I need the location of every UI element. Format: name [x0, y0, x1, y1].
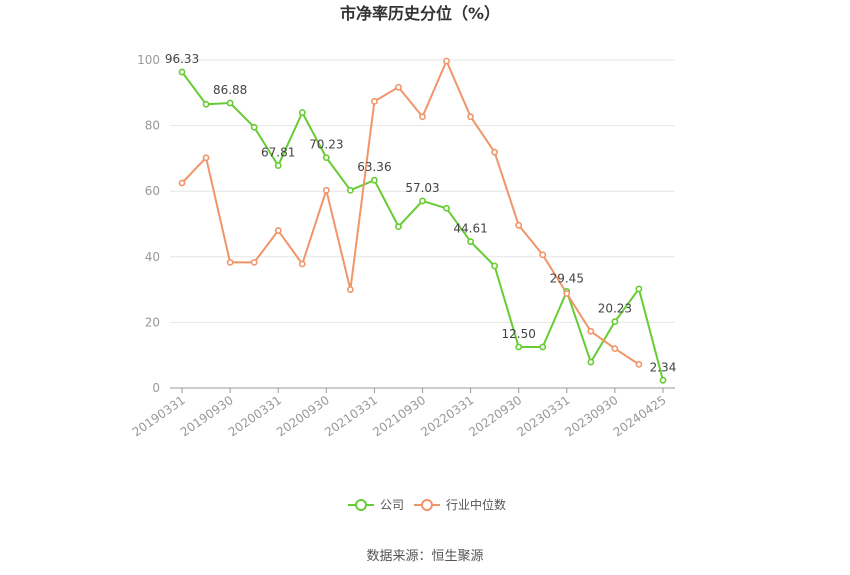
data-point[interactable]	[274, 162, 282, 169]
data-label: 67.81	[261, 146, 295, 160]
data-point[interactable]	[515, 221, 523, 229]
data-point[interactable]	[346, 286, 354, 293]
data-point[interactable]	[395, 223, 402, 231]
data-label: 12.50	[502, 327, 536, 341]
data-point[interactable]	[611, 345, 619, 353]
y-tick-label: 80	[145, 119, 160, 133]
axes: 0 20 40 60 80 100 2019033120190930202003312020…	[130, 53, 675, 439]
data-point[interactable]	[178, 179, 186, 187]
data-point[interactable]	[539, 251, 547, 259]
data-labels: 96.33 86.88 67.81 70.23 63.36 57.03 44.61 12.50…	[165, 52, 676, 374]
legend-swatch-marker	[355, 499, 367, 511]
data-point[interactable]	[202, 154, 210, 162]
series-layer	[178, 57, 667, 384]
data-label: 96.33	[165, 52, 199, 66]
y-tick-label: 60	[145, 184, 160, 198]
x-tick-label: 20190930	[178, 393, 236, 440]
x-tick-label: 20190331	[130, 393, 188, 440]
data-point[interactable]	[587, 327, 595, 335]
data-point[interactable]	[611, 318, 619, 326]
data-point[interactable]	[322, 186, 330, 194]
y-tick-label: 20	[145, 315, 160, 329]
data-point[interactable]	[226, 99, 234, 107]
data-point[interactable]	[298, 109, 306, 116]
data-point[interactable]	[250, 123, 258, 131]
legend-label[interactable]: 行业中位数	[446, 497, 506, 512]
data-point[interactable]	[467, 238, 474, 246]
data-point[interactable]	[563, 290, 571, 297]
legend-label[interactable]: 公司	[380, 498, 404, 512]
data-point[interactable]	[202, 100, 210, 108]
data-point[interactable]	[322, 154, 330, 162]
data-point[interactable]	[467, 113, 474, 121]
y-tick-label: 100	[137, 53, 160, 67]
x-tick-label: 20210930	[370, 393, 428, 440]
data-point[interactable]	[635, 360, 643, 368]
y-tick-label: 0	[152, 381, 160, 395]
data-point[interactable]	[587, 358, 595, 366]
x-tick-label: 20230930	[563, 393, 621, 440]
data-point[interactable]	[659, 376, 667, 384]
data-label: 63.36	[357, 160, 391, 174]
data-point[interactable]	[298, 260, 306, 268]
series-line-1	[181, 60, 640, 366]
data-point[interactable]	[371, 97, 378, 105]
chart-title: 市净率历史分位（%）	[340, 4, 500, 23]
x-tick-label: 20220331	[418, 393, 476, 440]
data-point[interactable]	[250, 258, 258, 266]
data-point[interactable]	[635, 285, 643, 293]
x-tick-label: 20200930	[274, 393, 332, 440]
data-label: 57.03	[405, 181, 439, 195]
legend-swatch-marker	[421, 499, 433, 511]
data-point[interactable]	[491, 148, 499, 156]
data-point[interactable]	[443, 57, 450, 65]
data-label: 70.23	[309, 138, 343, 152]
x-tick-label: 20220930	[466, 393, 524, 440]
data-point[interactable]	[274, 227, 282, 234]
data-point[interactable]	[395, 83, 402, 91]
x-tick-label: 20210331	[322, 393, 380, 440]
data-point[interactable]	[346, 186, 354, 194]
source-note: 数据来源：恒生聚源	[366, 549, 483, 564]
x-tick-label: 20230331	[514, 393, 572, 440]
data-label: 2.34	[650, 360, 677, 374]
data-label: 44.61	[453, 222, 487, 236]
data-point[interactable]	[371, 176, 378, 184]
legend[interactable]: 公司 行业中位数	[348, 497, 506, 512]
y-tick-label: 40	[145, 250, 160, 264]
x-tick-label: 20240425	[611, 393, 669, 440]
data-point[interactable]	[491, 262, 499, 270]
x-tick-label: 20200331	[226, 393, 284, 440]
data-point[interactable]	[539, 343, 547, 351]
data-point[interactable]	[419, 113, 426, 121]
data-point[interactable]	[443, 204, 450, 212]
data-label: 20.23	[598, 302, 632, 316]
data-label: 86.88	[213, 83, 247, 97]
data-point[interactable]	[515, 343, 523, 351]
data-point[interactable]	[178, 68, 186, 76]
data-point[interactable]	[419, 197, 426, 205]
data-label: 29.45	[550, 271, 584, 285]
data-point[interactable]	[226, 258, 234, 266]
